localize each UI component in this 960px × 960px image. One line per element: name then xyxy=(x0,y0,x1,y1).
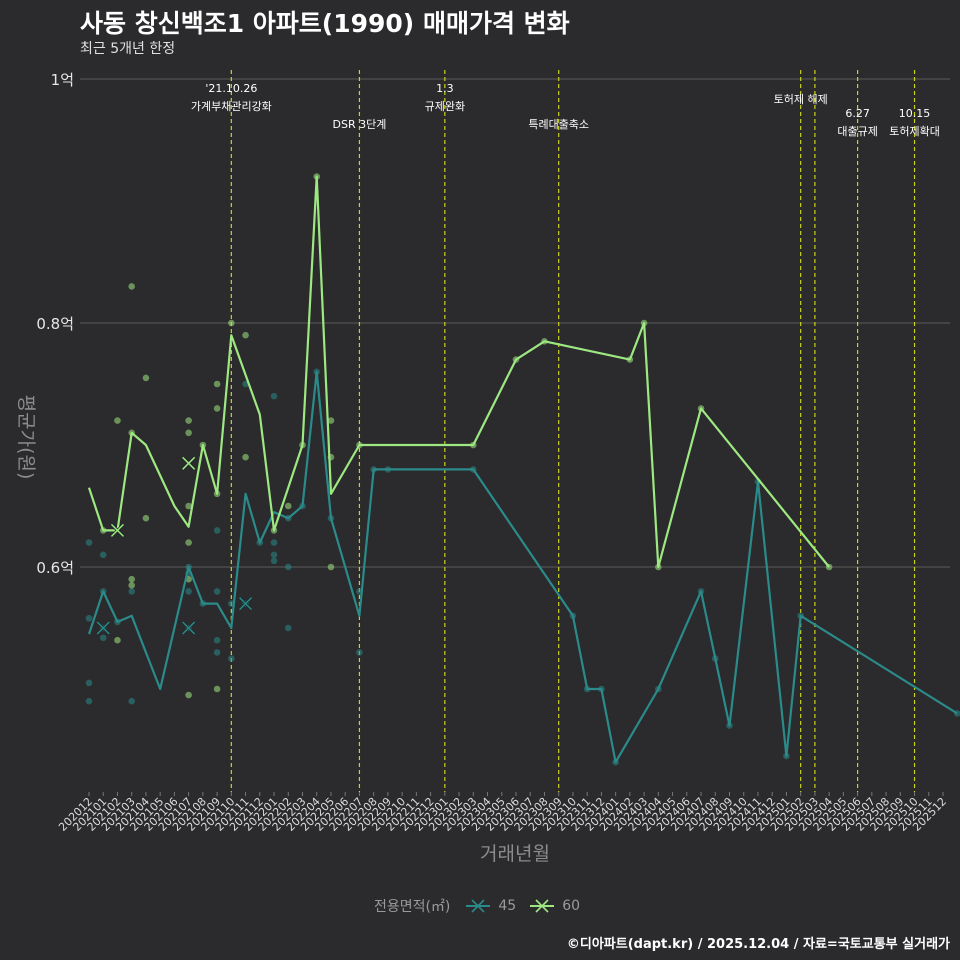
data-point-60 xyxy=(213,405,221,412)
data-point-45 xyxy=(270,539,278,546)
data-point-60 xyxy=(128,575,135,583)
marker-stroke xyxy=(182,456,196,470)
data-point-60 xyxy=(327,417,335,424)
legend-label-45: 45 xyxy=(498,898,517,914)
event-label: DSR 3단계 xyxy=(333,118,387,131)
y-axis-title: 평균가(원) xyxy=(15,395,37,480)
data-point-45 xyxy=(213,588,221,595)
x-axis-title: 거래년월 xyxy=(480,843,550,865)
legend-key-60-icon xyxy=(530,899,555,913)
axis-layer: 0.6억0.8억1억202012202101202102202103202104… xyxy=(15,71,949,865)
y-tick-label: 0.6억 xyxy=(36,559,74,577)
data-point-45 xyxy=(85,539,93,546)
y-tick-label: 1억 xyxy=(51,71,74,89)
data-point-45 xyxy=(270,392,278,400)
data-point-60 xyxy=(242,331,249,339)
series-line-60 xyxy=(87,175,830,569)
marker-45 xyxy=(181,620,196,636)
event-label: 대출규제 xyxy=(837,125,877,138)
legend-key-45-icon xyxy=(466,899,491,913)
data-point-60 xyxy=(185,417,192,424)
data-point-60 xyxy=(185,539,192,546)
data-point-60 xyxy=(185,502,192,510)
data-point-45 xyxy=(85,614,93,622)
marker-60 xyxy=(181,456,196,471)
data-point-45 xyxy=(85,697,93,705)
data-point-60 xyxy=(242,453,249,461)
data-point-60 xyxy=(128,283,135,290)
data-point-60 xyxy=(114,417,121,424)
event-label: 가계부채관리강화 xyxy=(191,100,272,113)
data-point-45 xyxy=(213,636,221,644)
data-point-45 xyxy=(284,624,292,632)
data-point-60 xyxy=(128,582,135,589)
line-layer xyxy=(87,175,958,764)
marker-45 xyxy=(96,620,111,636)
grid-layer xyxy=(80,78,950,568)
series-line-45 xyxy=(87,370,958,764)
data-point-60 xyxy=(327,563,335,571)
data-point-45 xyxy=(99,551,107,559)
chart-title: 사동 창신백조1 아파트(1990) 매매가격 변화 xyxy=(80,9,570,38)
marker-stroke xyxy=(96,621,110,635)
data-point-60 xyxy=(185,691,192,699)
data-point-60 xyxy=(284,502,292,510)
data-point-60 xyxy=(114,636,121,644)
marker-45 xyxy=(238,596,253,611)
event-label: 규제완화 xyxy=(425,100,465,113)
data-point-60 xyxy=(142,374,150,382)
marker-stroke xyxy=(239,597,253,611)
data-point-60 xyxy=(228,319,235,327)
data-point-45 xyxy=(284,563,292,571)
event-label: 특례대출축소 xyxy=(528,118,589,131)
event-label: 토허제확대 xyxy=(889,125,940,138)
data-point-45 xyxy=(270,551,278,559)
marker-60 xyxy=(110,523,125,538)
data-point-45 xyxy=(270,557,278,565)
source-caption: ©디아파트(dapt.kr) / 2025.12.04 / 자료=국토교통부 실… xyxy=(566,937,950,952)
data-point-45 xyxy=(99,634,107,642)
data-point-45 xyxy=(356,649,363,656)
event-date-label: 6.27 xyxy=(845,107,870,120)
data-point-45 xyxy=(128,588,135,595)
data-point-60 xyxy=(213,380,221,388)
legend-label-60: 60 xyxy=(562,898,581,914)
legend: 전용면적(㎡) 45 60 xyxy=(0,896,960,916)
data-point-60 xyxy=(213,685,221,693)
data-point-45 xyxy=(185,588,192,595)
legend-title: 전용면적(㎡) xyxy=(373,899,451,915)
marker-stroke xyxy=(110,523,124,537)
data-point-45 xyxy=(128,697,135,705)
event-label: 토허제 해제 xyxy=(774,92,828,106)
event-date-label: '21.10.26 xyxy=(205,82,257,95)
chart-subtitle: 최근 5개년 한정 xyxy=(80,41,176,57)
data-point-45 xyxy=(213,649,221,656)
data-point-45 xyxy=(228,655,235,662)
legend-item-45: 45 xyxy=(464,896,516,916)
y-tick-label: 0.8억 xyxy=(36,315,74,333)
event-date-label: 1.3 xyxy=(436,82,454,95)
point-layer xyxy=(85,173,960,766)
marker-layer xyxy=(96,456,253,636)
legend-item-60: 60 xyxy=(528,896,580,916)
event-date-label: 10.15 xyxy=(899,107,931,120)
data-point-45 xyxy=(85,679,93,687)
data-point-60 xyxy=(185,429,192,437)
data-point-60 xyxy=(142,514,150,522)
marker-stroke xyxy=(182,621,196,635)
data-point-45 xyxy=(213,527,221,534)
